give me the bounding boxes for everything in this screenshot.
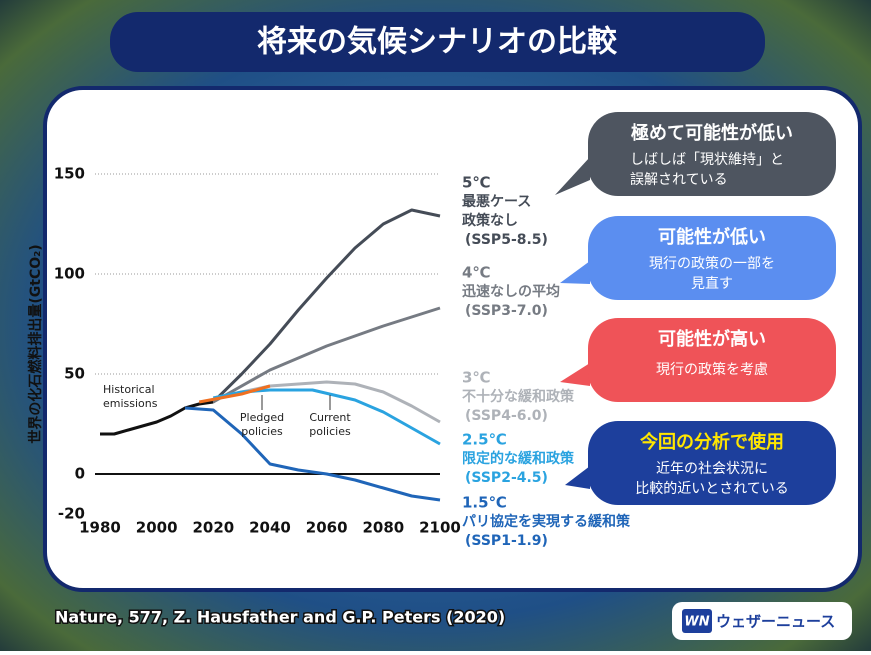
y-tick-label: 50	[64, 365, 85, 383]
logo-text: ウェザーニュース	[716, 613, 835, 631]
callout-text: 誤解されている	[630, 172, 728, 188]
callout-box	[588, 318, 836, 402]
x-tick-label: 2000	[136, 519, 178, 537]
callout-text: 現行の政策を考慮	[656, 361, 768, 378]
logo-mark: WN	[684, 615, 709, 630]
x-tick-label: 2040	[249, 519, 291, 537]
plot: -20 0 50 100 150 1980 2000 2020 2040 2060 2080 2100…	[54, 165, 461, 537]
series-line	[212, 306, 441, 404]
scenario-desc: 限定的な緩和政策	[462, 450, 575, 467]
legend-entry: (SSP5-8.5)	[465, 232, 548, 248]
scenario-desc: 迅速なしの平均	[462, 283, 560, 300]
series-line	[198, 384, 271, 404]
callout-box	[588, 421, 836, 505]
x-tick-label: 2060	[306, 519, 348, 537]
scenario-desc: 最悪ケース	[462, 193, 531, 210]
logo-box	[672, 602, 852, 640]
annotation: Historical	[103, 383, 155, 396]
legend-entry: (SSP4-6.0)	[465, 408, 548, 424]
callout-title: 極めて可能性が低い	[631, 122, 793, 144]
callout-title: 可能性が高い	[658, 328, 766, 350]
scenario-temp: 1.5℃	[462, 494, 507, 512]
title-banner	[110, 12, 765, 72]
legend-entry: (SSP2-4.5)	[465, 470, 548, 486]
callout-box	[588, 216, 836, 300]
callout-title: 今回の分析で使用	[640, 431, 784, 453]
y-tick-label: 150	[54, 165, 85, 183]
series-line	[212, 208, 441, 404]
callout-tail	[565, 466, 590, 489]
annotation: Pledged	[240, 411, 284, 424]
y-tick-label: 100	[54, 265, 85, 283]
title: 将来の気候シナリオの比較	[257, 25, 618, 60]
callout-text: 現行の政策の一部を	[649, 255, 775, 272]
callouts: 極めて可能性が低いしばしば「現状維持」と誤解されている可能性が低い現行の政策の一…	[555, 112, 836, 505]
source: Nature, 577, Z. Hausfather and G.P. Pete…	[55, 608, 505, 627]
callout-box	[588, 112, 836, 196]
scenario-desc: 不十分な緩和政策	[462, 388, 575, 405]
annotation: policies	[241, 425, 283, 438]
callout-text: 見直す	[691, 275, 733, 292]
callout-title: 可能性が低い	[658, 226, 766, 248]
callout-tail	[560, 363, 590, 386]
scenario-desc: 政策なし	[462, 212, 518, 229]
callout-text: しばしば「現状維持」と	[630, 152, 784, 168]
y-tick-label: -20	[58, 505, 85, 523]
callout-text: 近年の社会状況に	[656, 461, 768, 477]
scenario-desc: パリ協定を実現する緩和策	[462, 513, 631, 530]
legend-entry: (SSP3-7.0)	[465, 303, 548, 319]
annotation: policies	[309, 425, 351, 438]
annotation: emissions	[103, 397, 158, 410]
callout-tail	[555, 157, 590, 195]
scenario-temp: 5℃	[462, 174, 491, 192]
scenario-temp: 3℃	[462, 369, 491, 387]
legend-entry: (SSP1-1.9)	[465, 533, 548, 549]
callout-text: 比較的近いとされている	[635, 481, 789, 497]
series-line	[184, 406, 441, 502]
annotation: Current	[309, 411, 351, 424]
callout-tail	[560, 261, 590, 284]
scenario-temp: 2.5℃	[462, 431, 507, 449]
x-tick-label: 2020	[192, 519, 234, 537]
scenario-temp: 4℃	[462, 264, 491, 282]
series-line	[100, 400, 214, 436]
x-tick-label: 2080	[362, 519, 404, 537]
y-axis-label: 世界の化石燃料排出量(GtCO₂)	[27, 244, 44, 443]
x-tick-label: 1980	[79, 519, 121, 537]
y-tick-label: 0	[75, 465, 85, 483]
logo-mark-box	[682, 609, 712, 633]
x-tick-label: 2100	[419, 519, 461, 537]
